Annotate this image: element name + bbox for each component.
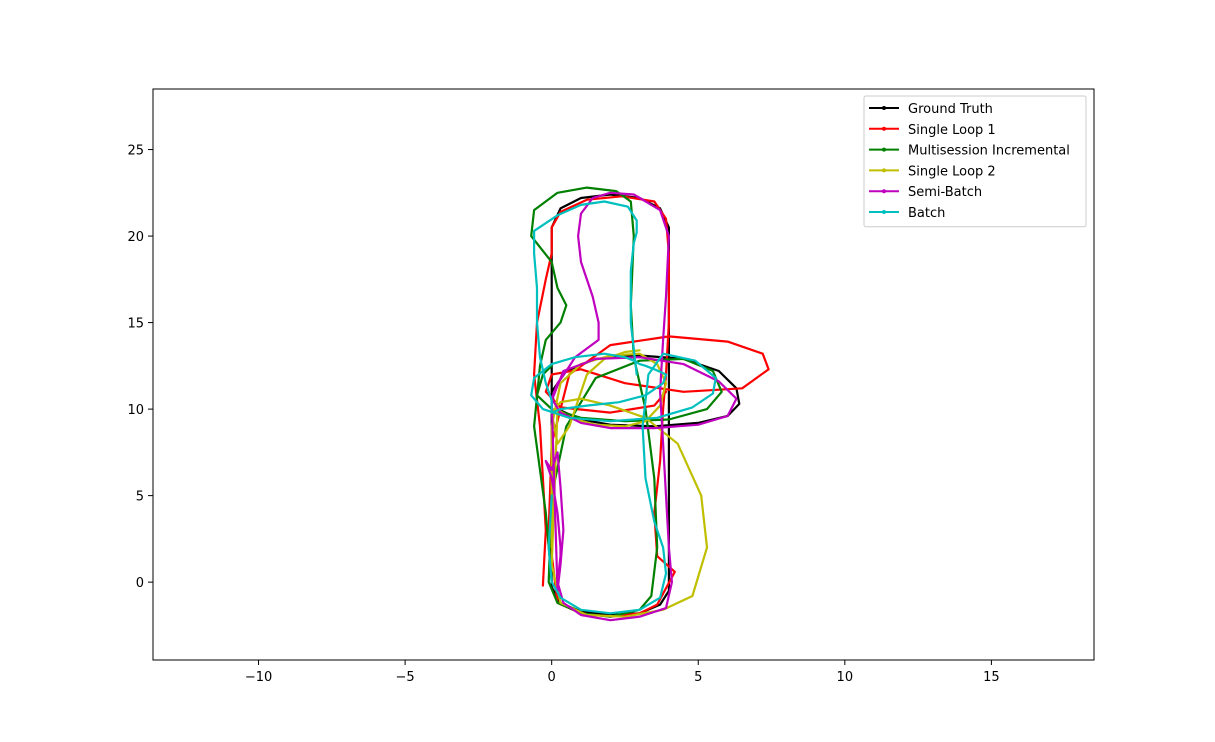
- y-tick-label: 20: [127, 230, 144, 245]
- legend-marker-multisession-incremental: [882, 147, 886, 152]
- legend-label-batch: Batch: [908, 206, 945, 221]
- legend-marker-single-loop-2: [882, 168, 886, 173]
- legend-box: [863, 95, 1087, 228]
- x-axis: −10 −5 0 5 10 15: [245, 660, 1000, 685]
- y-tick-label: 0: [136, 576, 144, 591]
- series-line-semi-batch: [544, 191, 738, 622]
- y-tick-label: 5: [136, 490, 144, 505]
- series-layer: [530, 186, 770, 622]
- legend-label-ground-truth: Ground Truth: [908, 102, 993, 117]
- series-line-single-loop-1: [532, 195, 770, 618]
- y-axis: 0 5 10 15 20 25: [127, 144, 153, 591]
- legend-label-single-loop-2: Single Loop 2: [908, 164, 996, 179]
- x-tick-label: −10: [245, 670, 272, 685]
- series-line-multisession-incremental: [530, 186, 723, 618]
- legend-label-single-loop-1: Single Loop 1: [908, 123, 996, 138]
- legend-label-multisession-incremental: Multisession Incremental: [908, 144, 1070, 159]
- x-tick-label: 10: [837, 670, 854, 685]
- legend-marker-ground-truth: [882, 106, 886, 110]
- legend-marker-batch: [882, 210, 886, 214]
- x-tick-label: 5: [694, 670, 702, 685]
- x-tick-label: −5: [396, 670, 415, 685]
- legend-marker-semi-batch: [882, 189, 886, 194]
- legend-marker-single-loop-1: [882, 126, 886, 131]
- y-tick-label: 10: [127, 403, 144, 418]
- x-tick-label: 0: [548, 670, 556, 685]
- y-tick-label: 25: [127, 144, 144, 159]
- y-tick-label: 15: [127, 317, 144, 332]
- legend-label-semi-batch: Semi-Batch: [908, 185, 982, 200]
- series-line-batch: [530, 200, 717, 615]
- legend: Ground Truth Single Loop 1 Multisession In…: [863, 95, 1087, 228]
- x-tick-label: 15: [983, 670, 1000, 685]
